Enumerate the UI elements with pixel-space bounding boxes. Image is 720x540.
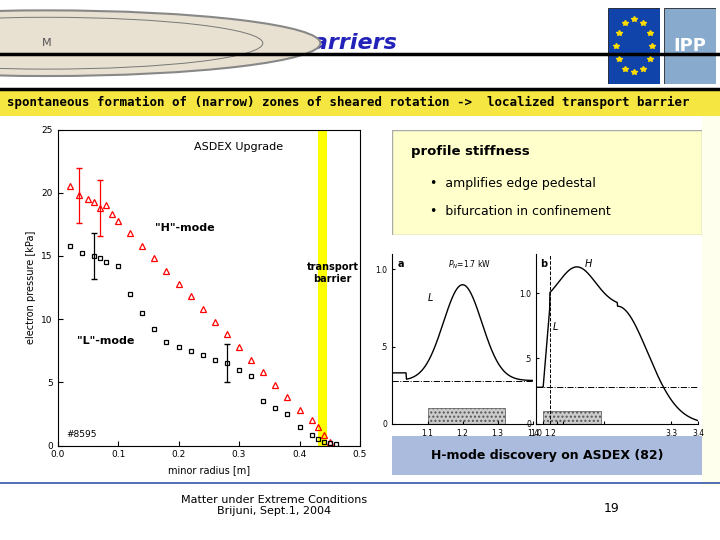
X-axis label: $t_{HH}$ [s]: $t_{HH}$ [s] — [604, 443, 631, 456]
Text: L: L — [428, 293, 433, 303]
Text: a: a — [398, 259, 405, 269]
Text: edge transport barriers: edge transport barriers — [101, 33, 397, 53]
Bar — [318, 130, 328, 446]
X-axis label: minor radius [m]: minor radius [m] — [168, 465, 250, 475]
Text: profile stiffness: profile stiffness — [411, 145, 530, 158]
Text: 19: 19 — [604, 502, 620, 515]
Y-axis label: electron pressure [kPa]: electron pressure [kPa] — [26, 231, 36, 344]
Text: spontaneous formation of (narrow) zones of sheared rotation ->  localized transp: spontaneous formation of (narrow) zones … — [7, 96, 690, 109]
Text: b: b — [540, 259, 546, 269]
Text: Matter under Extreme Conditions
Brijuni, Sept.1, 2004: Matter under Extreme Conditions Brijuni,… — [181, 495, 366, 516]
Bar — [428, 408, 505, 424]
Text: ASDEX Upgrade: ASDEX Upgrade — [194, 142, 284, 152]
Text: $P_{N}$=1.7 kW: $P_{N}$=1.7 kW — [448, 259, 491, 272]
Text: H: H — [585, 259, 593, 269]
Text: L: L — [553, 322, 558, 332]
Bar — [543, 411, 600, 424]
Text: "H"-mode: "H"-mode — [155, 222, 215, 233]
Text: "L"-mode: "L"-mode — [77, 336, 135, 347]
Text: transport
barrier: transport barrier — [307, 262, 359, 284]
X-axis label: $t_{H}$ [s]: $t_{H}$ [s] — [451, 443, 474, 456]
Text: M: M — [42, 38, 52, 48]
Text: •  bifurcation in confinement: • bifurcation in confinement — [430, 205, 611, 218]
Text: #8595: #8595 — [67, 430, 97, 438]
Text: H-mode discovery on ASDEX (82): H-mode discovery on ASDEX (82) — [431, 449, 663, 462]
Circle shape — [0, 10, 320, 76]
Bar — [702, 116, 720, 486]
Text: •  amplifies edge pedestal: • amplifies edge pedestal — [430, 177, 595, 190]
Text: IPP: IPP — [673, 37, 706, 55]
